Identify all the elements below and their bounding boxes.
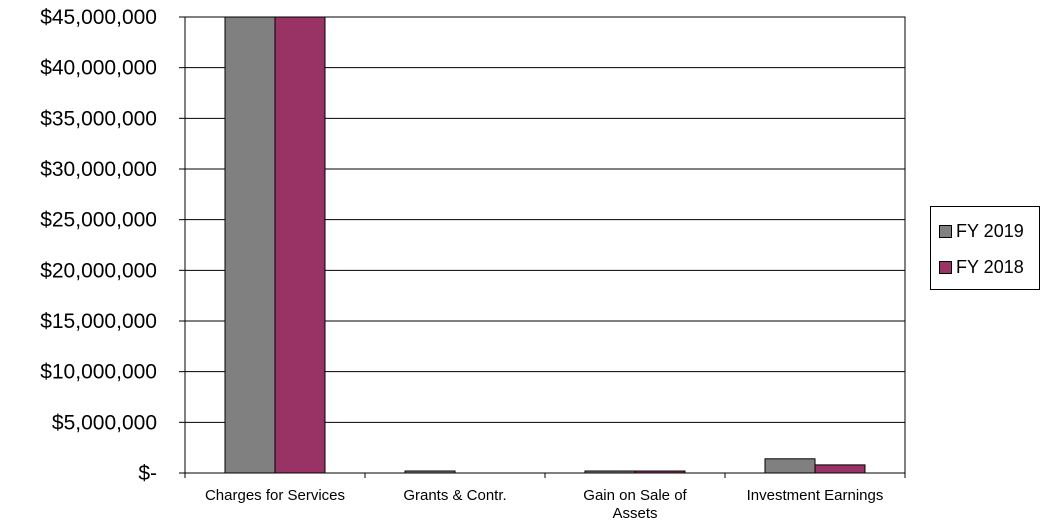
y-tick-label: $35,000,000 <box>40 107 157 130</box>
y-tick-label: $5,000,000 <box>52 411 157 434</box>
y-tick-label: $40,000,000 <box>40 57 157 80</box>
bar-fy-2018-1 <box>274 16 326 474</box>
y-tick-label: $15,000,000 <box>40 310 157 333</box>
bar-fy-2018-3 <box>634 470 686 474</box>
y-tick-label: $45,000,000 <box>40 6 157 29</box>
y-tick-label: $- <box>138 462 157 485</box>
x-tick-label: Investment Earnings <box>747 487 884 504</box>
y-tick-label: $30,000,000 <box>40 158 157 181</box>
x-tick-label: Gain on Sale of Assets <box>583 487 687 522</box>
legend-swatch-fy-2019 <box>939 225 952 238</box>
legend-item-fy-2018: FY 2018 <box>939 257 1024 278</box>
legend-label-fy-2019: FY 2019 <box>956 221 1024 241</box>
bar-fy-2019-2 <box>404 470 456 474</box>
bar-fy-2019-1 <box>224 16 276 474</box>
bar-fy-2019-3 <box>584 470 636 474</box>
bar-fy-2019-4 <box>764 458 816 474</box>
legend-swatch-fy-2018 <box>939 261 952 274</box>
x-tick-label: Charges for Services <box>205 487 345 504</box>
x-tick-label: Grants & Contr. <box>403 487 506 504</box>
legend: FY 2019 FY 2018 <box>930 206 1040 290</box>
y-tick-label: $25,000,000 <box>40 209 157 232</box>
legend-label-fy-2018: FY 2018 <box>956 257 1024 277</box>
y-tick-label: $10,000,000 <box>40 361 157 384</box>
legend-item-fy-2019: FY 2019 <box>939 221 1024 242</box>
bar-fy-2018-4 <box>814 464 866 474</box>
y-tick-label: $20,000,000 <box>40 259 157 282</box>
